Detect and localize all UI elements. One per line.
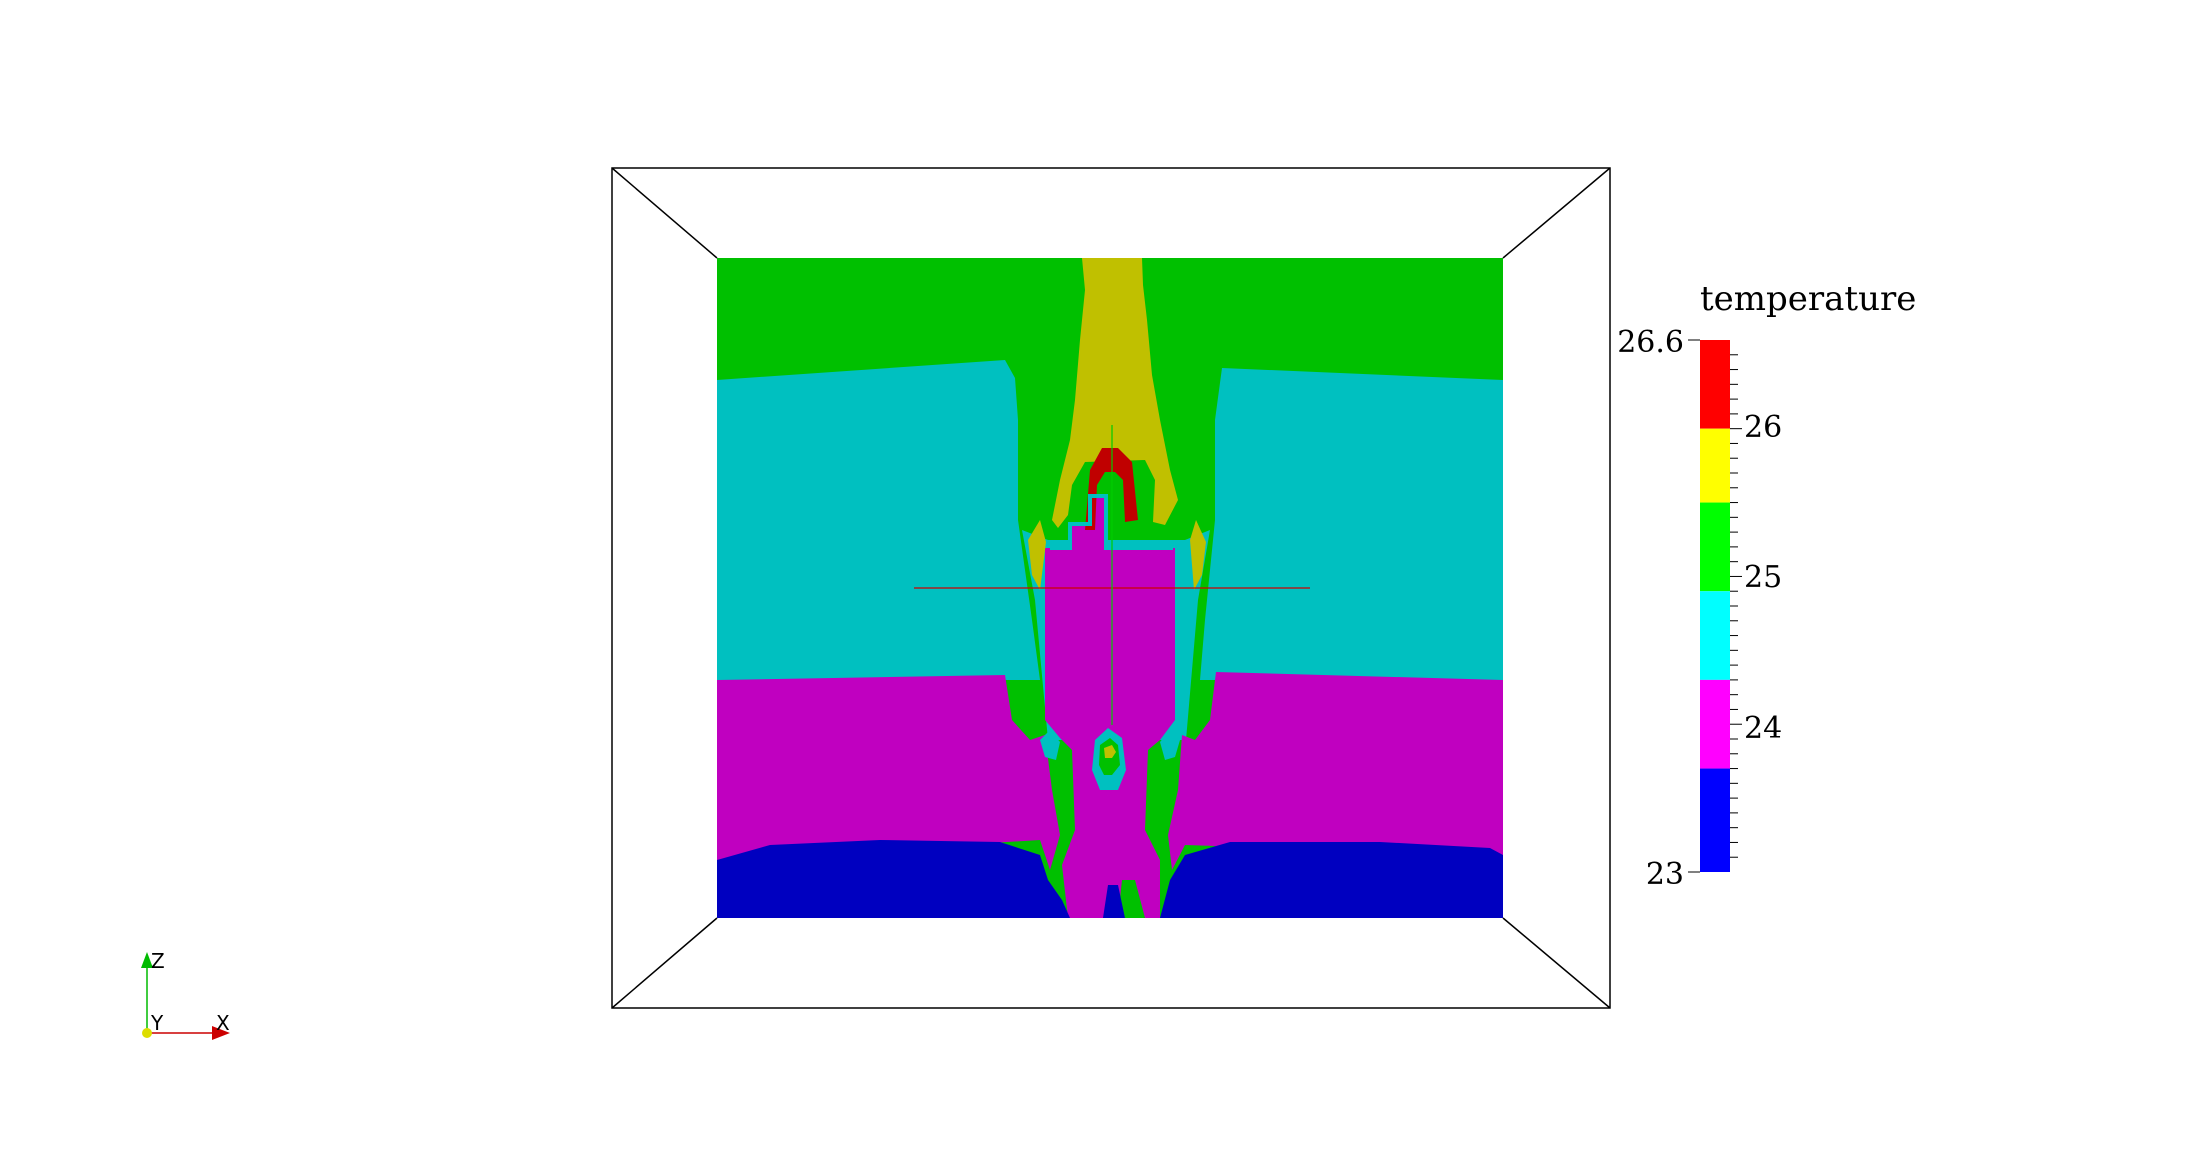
contour-ring-cyan (1050, 494, 1173, 550)
contour-hole-cyan-left (1040, 730, 1060, 760)
contour-band-red-core (1085, 448, 1138, 530)
temperature-contour-slice (717, 258, 1503, 918)
legend-band-3 (1700, 591, 1730, 680)
contour-spot-yellow-left (1028, 520, 1046, 590)
x-axis-arrowhead (212, 1026, 230, 1040)
z-axis-label: Z (151, 949, 165, 973)
legend-band-5 (1700, 768, 1730, 872)
legend-band-4 (1700, 679, 1730, 769)
legend-label-26: 26 (1744, 410, 1782, 445)
contour-band-magenta-left (717, 675, 1060, 870)
contour-band-cyan-left (717, 360, 1040, 680)
legend-label-25: 25 (1744, 560, 1782, 595)
bounding-box (611, 167, 1611, 1009)
legend-band-0 (1700, 340, 1730, 429)
legend-label-min: 23 (1646, 857, 1684, 892)
y-axis-dot (142, 1028, 152, 1038)
legend-minor-ticks (1730, 354, 1742, 858)
legend-label-24: 24 (1744, 711, 1782, 746)
y-axis-label: Y (150, 1011, 164, 1035)
legend-band-1 (1700, 428, 1730, 503)
contour-hole-cyan-right (1160, 730, 1180, 760)
contour-band-blue-right (1160, 842, 1503, 918)
slice-crosshair[interactable] (914, 425, 1310, 725)
contour-spot-yellow-right (1190, 520, 1206, 590)
x-axis-label: X (216, 1011, 230, 1035)
legend-band-2 (1700, 502, 1730, 592)
z-axis-arrowhead (141, 952, 153, 968)
contour-band-yellow-plume (1052, 258, 1178, 528)
contour-band-magenta-center (1045, 494, 1175, 918)
contour-hole-yellow-middle (1104, 745, 1116, 758)
legend-color-bar (1700, 340, 1730, 872)
contour-band-cyan-right (1200, 368, 1503, 680)
contour-band-blue-left (717, 840, 1070, 918)
legend-label-max: 26.6 (1617, 325, 1684, 360)
color-legend: temperature 26.6 26 25 24 23 (1617, 279, 1916, 892)
contour-band-blue-center (1103, 885, 1125, 918)
legend-title: temperature (1700, 279, 1916, 319)
contour-band-magenta-right (1168, 672, 1503, 870)
orientation-axes: Z Y X (141, 949, 230, 1040)
